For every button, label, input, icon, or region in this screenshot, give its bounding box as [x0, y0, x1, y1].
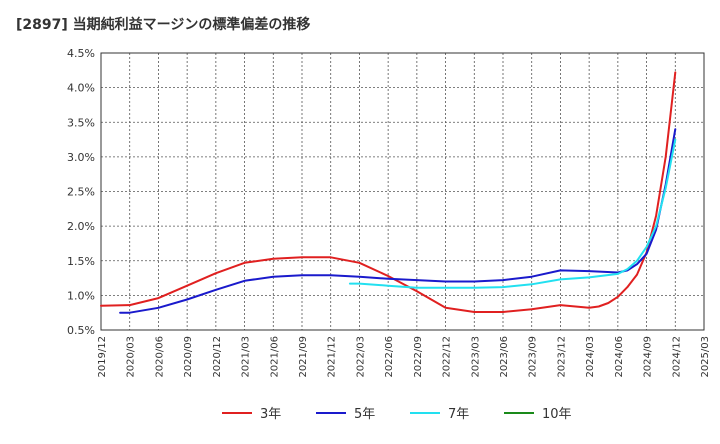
chart-title: [2897] 当期純利益マージンの標準偏差の推移 [16, 17, 311, 33]
y-tick-label: 1.0% [67, 289, 95, 302]
x-tick-label: 2022/06 [384, 336, 395, 378]
x-tick-label: 2021/06 [269, 336, 280, 378]
series-line-7年 [348, 138, 677, 289]
x-tick-label: 2022/03 [355, 336, 366, 378]
x-tick-label: 2021/12 [327, 336, 338, 378]
x-tick-label: 2024/03 [585, 336, 596, 378]
legend-label: 3年 [260, 407, 281, 422]
y-tick-label: 3.5% [67, 116, 95, 129]
x-tick-label: 2024/06 [614, 336, 625, 378]
x-tick-label: 2020/03 [126, 336, 137, 378]
y-tick-label: 2.0% [67, 220, 95, 233]
legend: 3年 5年 7年 10年 [222, 407, 572, 422]
x-tick-label: 2021/09 [298, 336, 309, 378]
y-tick-label: 0.5% [67, 324, 95, 337]
legend-label: 10年 [542, 407, 572, 422]
series-line-3年 [100, 71, 677, 313]
legend-label: 5年 [354, 407, 375, 422]
y-tick-label: 2.5% [67, 186, 95, 199]
y-tick-label: 4.5% [67, 47, 95, 60]
x-tick-label: 2022/09 [413, 336, 424, 378]
x-tick-label: 2021/03 [241, 336, 252, 378]
x-tick-label: 2019/12 [97, 336, 108, 378]
y-tick-label: 4.0% [67, 82, 95, 95]
x-tick-label: 2022/12 [442, 336, 453, 378]
x-tick-label: 2023/03 [470, 336, 481, 378]
x-tick-label: 2023/12 [556, 336, 567, 378]
x-tick-label: 2020/06 [154, 336, 165, 378]
series-line-5年 [119, 128, 677, 314]
x-tick-label: 2024/09 [643, 336, 654, 378]
y-tick-label: 1.5% [67, 255, 95, 268]
x-tick-label: 2025/03 [700, 336, 711, 378]
plot-border [100, 52, 705, 331]
legend-label: 7年 [448, 407, 469, 422]
x-tick-label: 2020/12 [212, 336, 223, 378]
x-tick-label: 2023/06 [499, 336, 510, 378]
x-tick-label: 2024/12 [671, 336, 682, 378]
y-tick-label: 3.0% [67, 151, 95, 164]
x-tick-label: 2023/09 [528, 336, 539, 378]
x-tick-label: 2020/09 [183, 336, 194, 378]
